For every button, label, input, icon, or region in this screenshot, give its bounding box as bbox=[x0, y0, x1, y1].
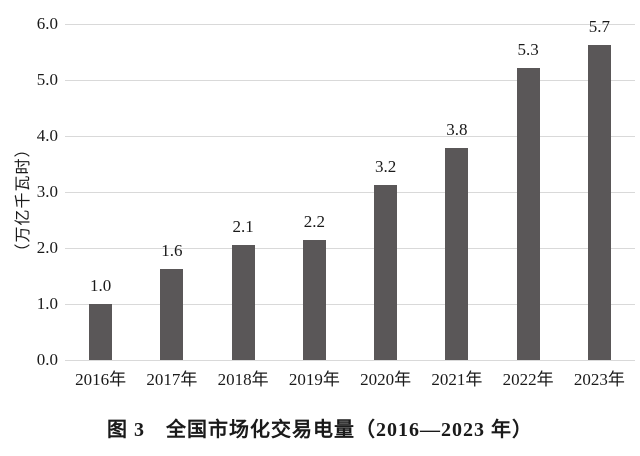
y-tick-label: 1.0 bbox=[36, 294, 58, 313]
gridline bbox=[65, 80, 635, 81]
bar-value-label: 5.3 bbox=[517, 39, 539, 59]
x-tick-label: 2019年 bbox=[288, 370, 340, 389]
y-tick-label: 2.0 bbox=[36, 238, 58, 257]
bar-value-label: 5.7 bbox=[588, 17, 610, 37]
gridline bbox=[65, 24, 635, 25]
bar bbox=[445, 148, 469, 360]
gridline bbox=[65, 136, 635, 137]
x-tick-label: 2017年 bbox=[146, 370, 198, 389]
bar bbox=[160, 269, 184, 360]
gridline bbox=[65, 192, 635, 193]
x-tick-label: 2020年 bbox=[360, 370, 412, 389]
gridline bbox=[65, 248, 635, 249]
bar-value-label: 3.2 bbox=[375, 156, 397, 176]
bar bbox=[516, 67, 540, 360]
y-axis-title: （万亿千瓦时） bbox=[15, 140, 32, 260]
bar bbox=[89, 304, 113, 360]
y-tick-label: 4.0 bbox=[36, 126, 58, 145]
bar bbox=[302, 239, 326, 360]
gridline bbox=[65, 304, 635, 305]
y-tick-label: 3.0 bbox=[36, 182, 58, 201]
bar-value-label: 1.0 bbox=[90, 276, 112, 295]
bar-value-label: 2.2 bbox=[303, 211, 325, 231]
bar-value-label: 2.1 bbox=[232, 217, 254, 237]
gridline bbox=[65, 360, 635, 361]
x-tick-label: 2018年 bbox=[217, 370, 269, 389]
bar bbox=[587, 45, 611, 360]
x-tick-label: 2016年 bbox=[75, 370, 127, 389]
bar bbox=[374, 184, 398, 360]
x-tick-label: 2021年 bbox=[431, 370, 483, 389]
bar-value-label: 1.6 bbox=[161, 241, 183, 261]
y-tick-label: 5.0 bbox=[36, 70, 58, 89]
bar bbox=[231, 245, 255, 360]
y-tick-label: 6.0 bbox=[36, 14, 58, 33]
x-tick-label: 2022年 bbox=[502, 370, 554, 389]
y-tick-label: 0.0 bbox=[36, 350, 58, 369]
x-tick-label: 2023年 bbox=[573, 370, 625, 389]
bar-value-label: 3.8 bbox=[446, 120, 468, 140]
figure-caption: 图 3 全国市场化交易电量（2016—2023 年） bbox=[107, 419, 533, 441]
